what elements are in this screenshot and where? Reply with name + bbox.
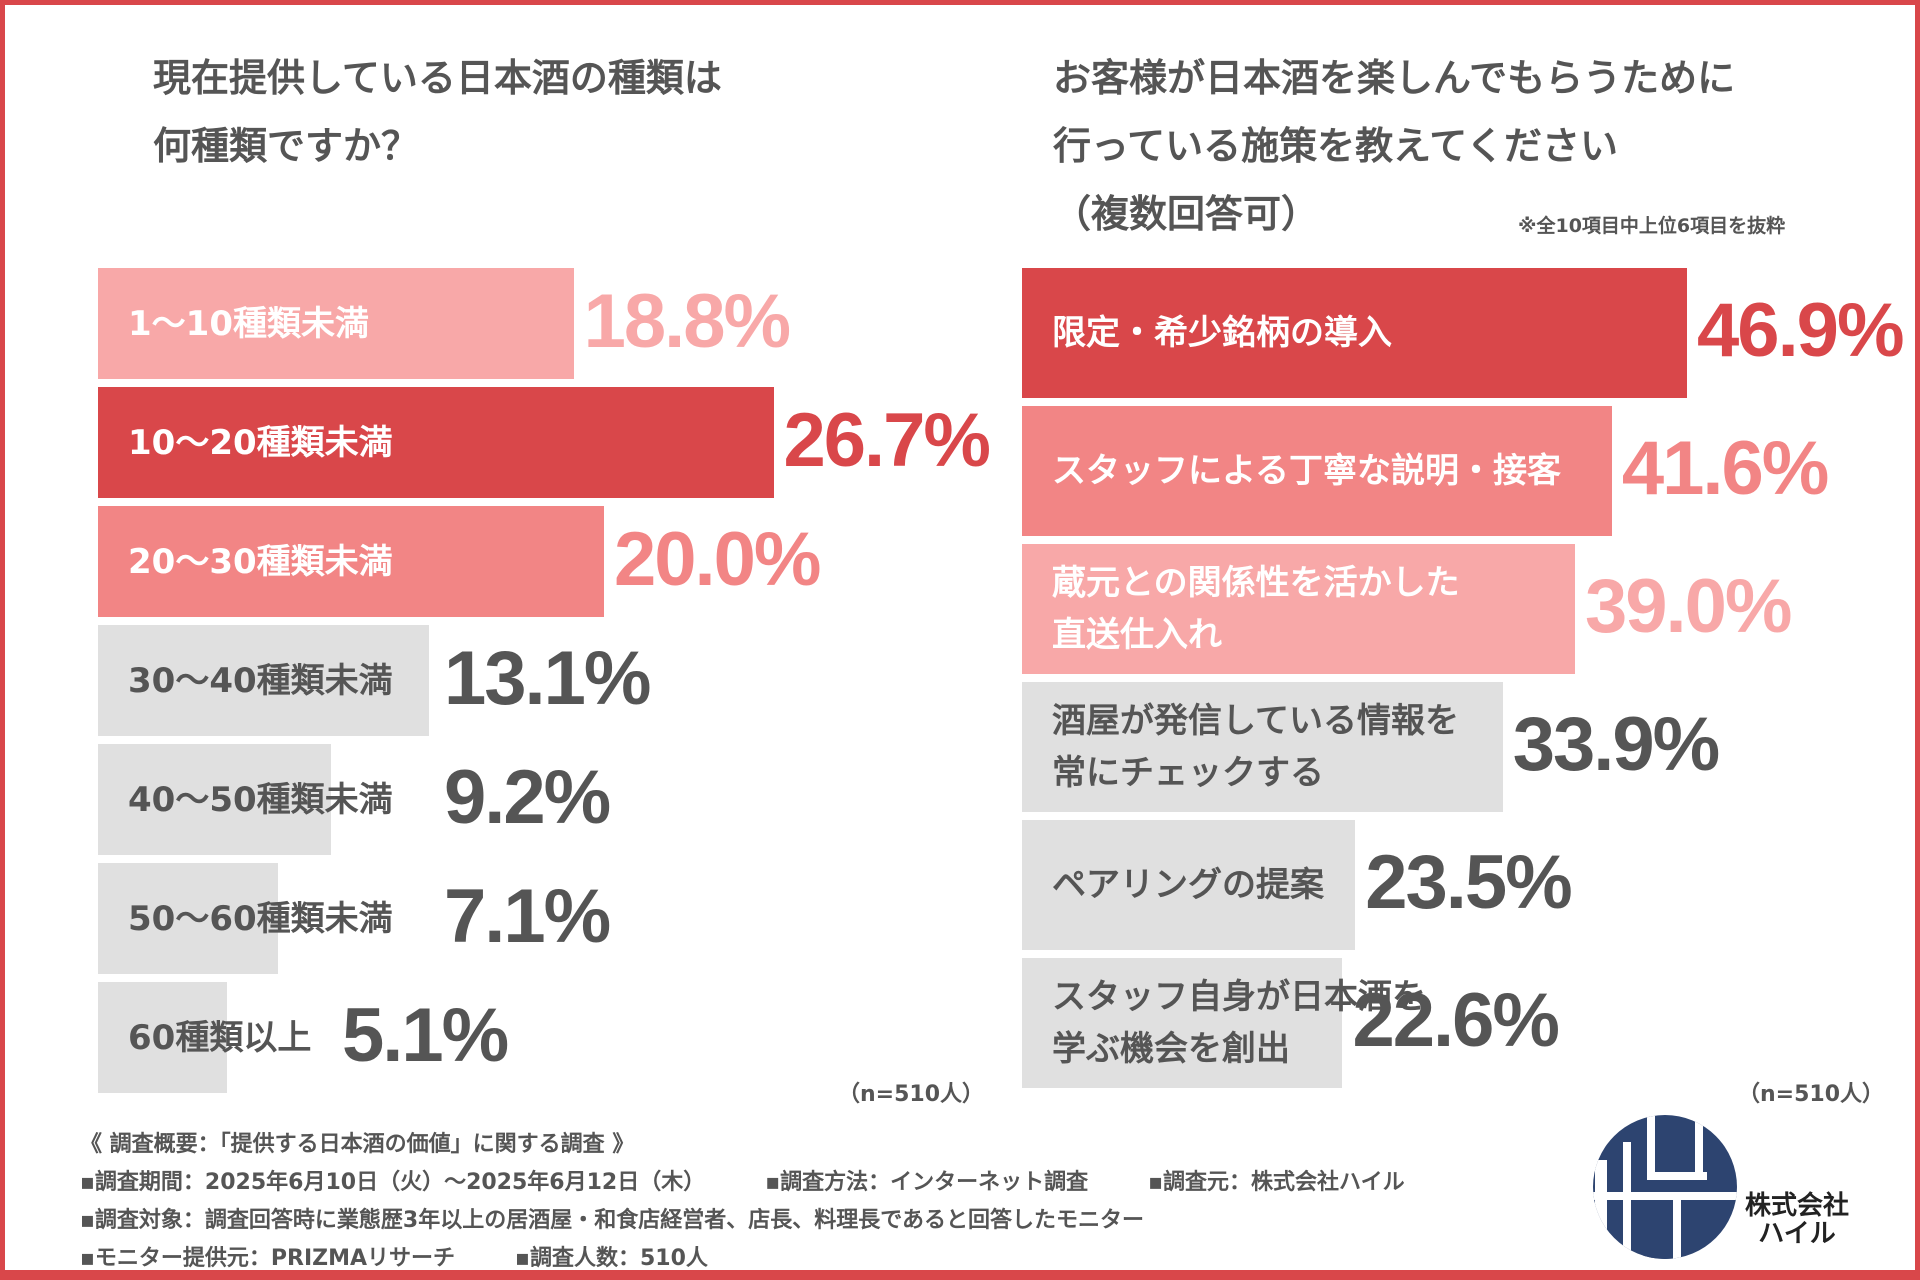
value-label: 7.1%: [444, 873, 611, 959]
bar-label: 酒屋が発信している情報を 常にチェックする: [1022, 695, 1459, 799]
bar: 30〜40種類未満: [98, 625, 430, 736]
value-label: 26.7%: [783, 397, 991, 483]
survey-method: ▪調査方法：インターネット調査: [765, 1170, 1089, 1195]
monitor-provider: ▪モニター提供元：PRIZMAリサーチ: [80, 1246, 456, 1271]
footer-line: ▪調査対象：調査回答時に業態歴3年以上の居酒屋・和食店経営者、店長、料理長である…: [80, 1202, 1204, 1234]
bar-label-line: スタッフによる丁寧な説明・接客: [1052, 451, 1561, 491]
value-label: 41.6%: [1621, 426, 1829, 512]
bar-label: 1〜10種類未満: [98, 298, 369, 350]
bar: 蔵元との関係性を活かした 直送仕入れ: [1022, 544, 1576, 674]
logo-text: ハイル: [1758, 1219, 1836, 1249]
bar-label-line: 蔵元との関係性を活かした: [1052, 563, 1460, 603]
survey-count: ▪調査人数：510人: [515, 1246, 708, 1271]
bar-label-line: 30〜40種類未満: [128, 660, 393, 701]
survey-target: ▪調査対象：調査回答時に業態歴3年以上の居酒屋・和食店経営者、店長、料理長である…: [80, 1208, 1145, 1233]
left-chart-title: 現在提供している日本酒の種類は 何種類ですか？: [153, 44, 722, 180]
bar: 10〜20種類未満: [98, 387, 774, 498]
bar: 40〜50種類未満: [98, 744, 393, 855]
bar-label: 60種類以上: [98, 1012, 311, 1064]
footer-line: ▪調査期間：2025年6月10日（火）〜2025年6月12日（木） ▪調査方法：イ…: [80, 1164, 1465, 1196]
value-label: 33.9%: [1512, 702, 1720, 788]
bar-label-line: 1〜10種類未満: [128, 303, 369, 344]
bar-label-line: 酒屋が発信している情報を: [1052, 701, 1459, 741]
bar: 限定・希少銘柄の導入: [1022, 268, 1688, 398]
subnote: ※全10項目中上位6項目を抜粋: [1518, 215, 1786, 237]
value-label: 13.1%: [444, 635, 651, 721]
title-line: 何種類ですか？: [153, 124, 420, 168]
value-label: 5.1%: [342, 992, 509, 1078]
bar-label-line: 50〜60種類未満: [128, 898, 393, 939]
bar: 20〜30種類未満: [98, 506, 604, 617]
bar-label-line: ペアリングの提案: [1052, 865, 1324, 905]
bar: 50〜60種類未満: [98, 863, 393, 974]
bar-label-line: 直送仕入れ: [1052, 615, 1222, 655]
value-label: 46.9%: [1697, 288, 1904, 374]
title-line: 行っている施策を教えてください: [1053, 124, 1619, 168]
logo-mark-icon: [1593, 1115, 1737, 1259]
bar-label: 10〜20種類未満: [98, 417, 393, 469]
bar-label-line: スタッフ自身が日本酒を: [1052, 977, 1426, 1017]
bar-label: 蔵元との関係性を活かした 直送仕入れ: [1022, 557, 1460, 661]
bar: 1〜10種類未満: [98, 268, 574, 379]
logo-text: 株式会社: [1745, 1191, 1850, 1221]
survey-period: ▪調査期間：2025年6月10日（火）〜2025年6月12日（木）: [80, 1170, 706, 1195]
footer-line: ▪モニター提供元：PRIZMAリサーチ ▪調査人数：510人: [80, 1240, 768, 1272]
value-label: 20.0%: [614, 516, 821, 602]
bar-label-line: 限定・希少銘柄の導入: [1052, 313, 1392, 353]
title-line: （複数回答可）: [1053, 192, 1320, 236]
bar: スタッフによる丁寧な説明・接客: [1022, 406, 1612, 536]
bar-label-line: 40〜50種類未満: [128, 779, 393, 820]
title-line: お客様が日本酒を楽しんでもらうために: [1053, 56, 1736, 100]
bar-label-line: 60種類以上: [128, 1017, 312, 1058]
sample-size-left: （n=510人）: [838, 1082, 985, 1107]
bar-label: 限定・希少銘柄の導入: [1022, 307, 1392, 359]
value-label: 9.2%: [444, 754, 611, 840]
bar: スタッフ自身が日本酒を 学ぶ機会を創出: [1022, 958, 1426, 1088]
bar-label: 40〜50種類未満: [98, 774, 393, 826]
sample-size-right: （n=510人）: [1738, 1082, 1885, 1107]
company-logo: 株式会社 ハイル: [1585, 1112, 1849, 1262]
value-label: 22.6%: [1352, 978, 1559, 1064]
value-label: 18.8%: [583, 278, 791, 364]
footer-heading: 《 調査概要：「提供する日本酒の価値」に関する調査 》: [80, 1132, 635, 1157]
bar-label: スタッフ自身が日本酒を 学ぶ機会を創出: [1022, 971, 1426, 1075]
bar-label: 30〜40種類未満: [98, 655, 393, 707]
bar-label-line: 20〜30種類未満: [128, 541, 393, 582]
value-label: 23.5%: [1365, 840, 1572, 926]
bar-label-line: 10〜20種類未満: [128, 422, 393, 463]
bar-label-line: 常にチェックする: [1052, 753, 1324, 793]
title-line: 現在提供している日本酒の種類は: [153, 56, 722, 100]
bar-label: 50〜60種類未満: [98, 893, 393, 945]
value-label: 39.0%: [1585, 564, 1792, 650]
bar-label: 20〜30種類未満: [98, 536, 393, 588]
bar-label: スタッフによる丁寧な説明・接客: [1022, 445, 1561, 497]
bar-label-line: 学ぶ機会を創出: [1052, 1029, 1290, 1069]
bar: ペアリングの提案: [1022, 820, 1356, 950]
survey-source: ▪調査元：株式会社ハイル: [1148, 1170, 1405, 1195]
bar-label: ペアリングの提案: [1022, 859, 1324, 911]
bar: 60種類以上: [98, 982, 311, 1093]
right-chart-title: お客様が日本酒を楽しんでもらうために 行っている施策を教えてください （複数回答…: [1053, 44, 1735, 248]
bar: 酒屋が発信している情報を 常にチェックする: [1022, 682, 1503, 812]
